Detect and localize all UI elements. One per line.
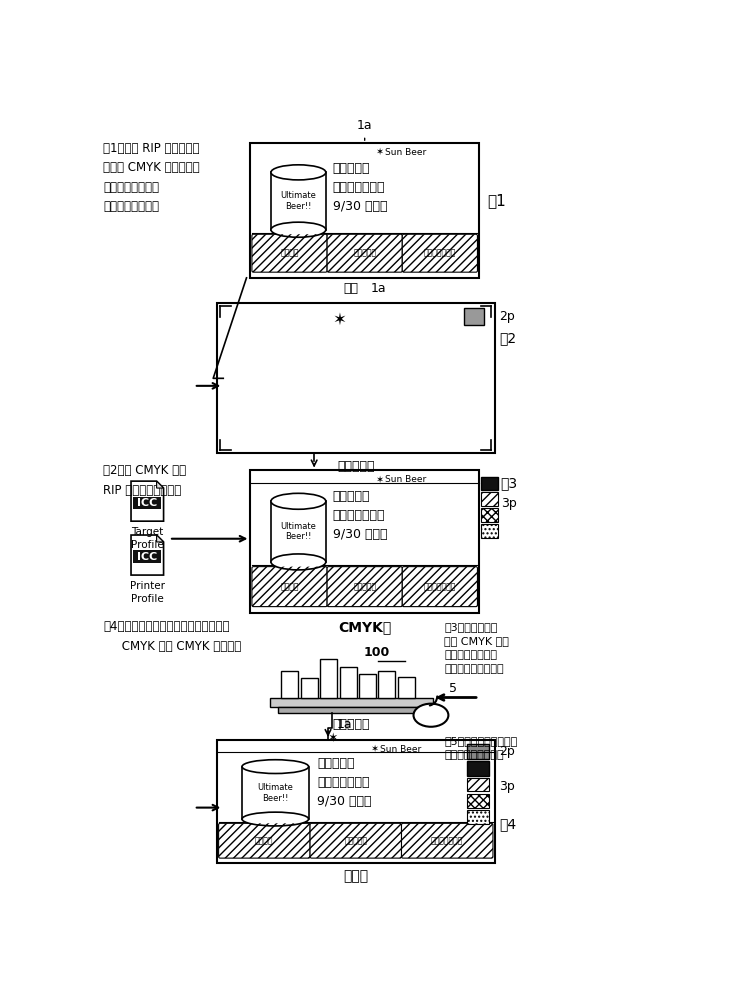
- Text: 3p: 3p: [499, 780, 515, 793]
- Polygon shape: [131, 481, 163, 521]
- Text: 极致的口感: 极致的口感: [344, 836, 367, 845]
- Bar: [277, 707, 425, 713]
- FancyBboxPatch shape: [480, 508, 498, 522]
- Ellipse shape: [242, 812, 309, 826]
- Text: ～4: ～4: [499, 818, 516, 832]
- Bar: [359, 674, 376, 698]
- Text: ✶: ✶: [375, 147, 383, 157]
- Polygon shape: [157, 535, 163, 542]
- Bar: [133, 497, 161, 509]
- Bar: [463, 308, 484, 325]
- Text: 2p: 2p: [499, 745, 515, 758]
- Bar: [271, 172, 326, 230]
- Bar: [301, 678, 318, 698]
- FancyBboxPatch shape: [480, 492, 498, 506]
- Text: Ultimate
Beer!!: Ultimate Beer!!: [258, 783, 294, 803]
- Text: 秋季限定！
达到极致的啤酒
9/30 新登场: 秋季限定！ 达到极致的啤酒 9/30 新登场: [332, 162, 387, 213]
- Text: Target
Profile: Target Profile: [131, 527, 164, 550]
- Polygon shape: [157, 481, 163, 488]
- Bar: [378, 671, 395, 698]
- FancyBboxPatch shape: [401, 823, 493, 858]
- Ellipse shape: [271, 165, 326, 180]
- Ellipse shape: [271, 222, 326, 237]
- Bar: [397, 677, 414, 698]
- Text: 秋季限定！
达到极致的啤酒
9/30 新登场: 秋季限定！ 达到极致的啤酒 9/30 新登场: [332, 490, 387, 541]
- Text: ～3: ～3: [501, 477, 518, 491]
- Text: 5: 5: [449, 682, 457, 695]
- Text: 1a: 1a: [337, 718, 353, 731]
- Text: Printer
Profile: Printer Profile: [130, 581, 165, 604]
- Text: （2）对 CMYK 版的
RIP 图像进行颜色变换: （2）对 CMYK 版的 RIP 图像进行颜色变换: [103, 464, 186, 497]
- Bar: [250, 470, 479, 613]
- Bar: [340, 667, 356, 698]
- Ellipse shape: [242, 760, 309, 774]
- Bar: [242, 767, 309, 819]
- Ellipse shape: [414, 704, 449, 727]
- FancyBboxPatch shape: [403, 234, 477, 272]
- FancyBboxPatch shape: [480, 524, 498, 538]
- Text: Sun Beer: Sun Beer: [379, 745, 421, 754]
- Polygon shape: [131, 535, 163, 575]
- Text: 极致的低卡路里: 极致的低卡路里: [424, 249, 456, 258]
- FancyBboxPatch shape: [310, 823, 401, 858]
- Text: 印刷物: 印刷物: [343, 869, 368, 883]
- Text: （5）对特定颜色补片进
行测色实施颜色验证: （5）对特定颜色补片进 行测色实施颜色验证: [444, 736, 518, 760]
- Text: Ultimate
Beer!!: Ultimate Beer!!: [280, 522, 316, 541]
- Text: Sun Beer: Sun Beer: [384, 475, 426, 484]
- Text: 极致的量: 极致的量: [280, 249, 299, 258]
- Bar: [133, 550, 161, 563]
- Bar: [217, 303, 495, 453]
- Text: CMYK版: CMYK版: [338, 620, 392, 635]
- Text: ICC: ICC: [137, 552, 157, 562]
- Text: ✶: ✶: [332, 311, 346, 329]
- FancyBboxPatch shape: [467, 778, 489, 791]
- FancyBboxPatch shape: [467, 810, 489, 824]
- Text: 秋季限定！
达到极致的啤酒
9/30 新登场: 秋季限定！ 达到极致的啤酒 9/30 新登场: [317, 757, 371, 808]
- Bar: [467, 744, 489, 759]
- FancyBboxPatch shape: [327, 567, 403, 607]
- Text: 极致的量: 极致的量: [255, 836, 274, 845]
- Text: Ultimate
Beer!!: Ultimate Beer!!: [280, 191, 316, 211]
- Text: 特定颜色版: 特定颜色版: [337, 460, 375, 473]
- Text: （1）进行 RIP 制作特定颜
色版和 CMYK 版的数据，
同时附加裁断区域
和颜色验证用补片: （1）进行 RIP 制作特定颜 色版和 CMYK 版的数据， 同时附加裁断区域 …: [103, 142, 200, 213]
- Bar: [467, 761, 489, 776]
- Text: 2p: 2p: [499, 310, 515, 323]
- Text: ✶: ✶: [370, 744, 378, 754]
- Text: 原稿: 原稿: [343, 282, 358, 295]
- FancyBboxPatch shape: [252, 234, 327, 272]
- FancyBboxPatch shape: [467, 794, 489, 808]
- Bar: [480, 477, 498, 490]
- Bar: [270, 698, 433, 707]
- Text: Sun Beer: Sun Beer: [384, 148, 426, 157]
- Text: 胶版印刷机: 胶版印刷机: [332, 718, 370, 731]
- Ellipse shape: [271, 493, 326, 509]
- Text: 极致的口感: 极致的口感: [353, 582, 376, 591]
- Text: 1a: 1a: [371, 282, 386, 295]
- Text: 3p: 3p: [501, 497, 517, 510]
- Text: 极致的低卡路里: 极致的低卡路里: [424, 582, 456, 591]
- FancyBboxPatch shape: [252, 567, 327, 607]
- Bar: [271, 501, 326, 562]
- Bar: [250, 143, 479, 278]
- Ellipse shape: [271, 554, 326, 570]
- Text: ✶: ✶: [375, 475, 383, 485]
- Bar: [320, 659, 337, 698]
- FancyBboxPatch shape: [403, 567, 477, 607]
- FancyBboxPatch shape: [327, 234, 403, 272]
- Text: 极致的低卡路里: 极致的低卡路里: [431, 836, 463, 845]
- Text: ～1: ～1: [487, 193, 506, 208]
- Text: ✶: ✶: [329, 732, 339, 745]
- Text: 极致的口感: 极致的口感: [353, 249, 376, 258]
- Text: （4）特定颜色版用特定颜色墨水印刷，
     CMYK 版用 CMYK 墨水印刷: （4）特定颜色版用特定颜色墨水印刷， CMYK 版用 CMYK 墨水印刷: [103, 620, 242, 652]
- FancyBboxPatch shape: [219, 823, 310, 858]
- Text: 100: 100: [364, 646, 390, 659]
- Text: ICC: ICC: [137, 498, 157, 508]
- Text: 1a: 1a: [357, 119, 373, 132]
- Text: （3）对特定颜色
版和 CMYK 版进
行制版并设置到胶
版印刷机胶版印刷机: （3）对特定颜色 版和 CMYK 版进 行制版并设置到胶 版印刷机胶版印刷机: [444, 622, 509, 674]
- Bar: [281, 671, 299, 698]
- Text: ～2: ～2: [499, 331, 516, 345]
- Bar: [217, 740, 495, 863]
- Text: 极致的量: 极致的量: [280, 582, 299, 591]
